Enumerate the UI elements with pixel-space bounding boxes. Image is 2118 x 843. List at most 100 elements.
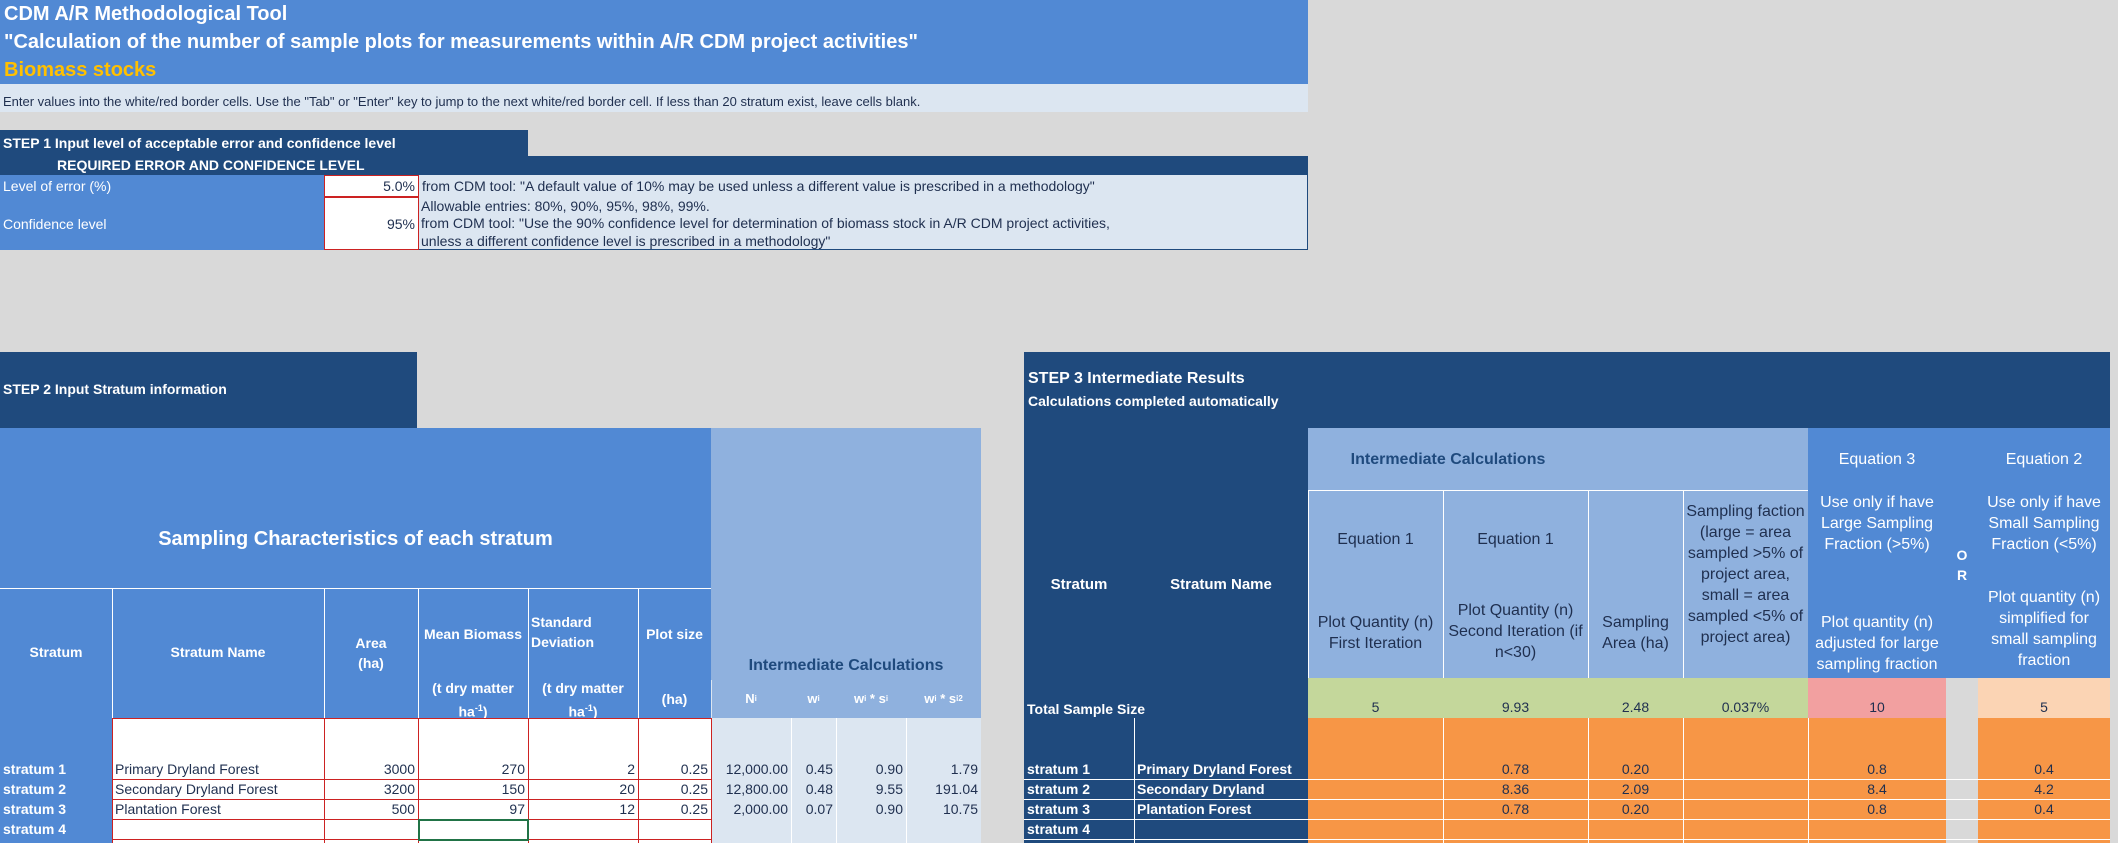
unit-close: ) bbox=[482, 703, 488, 720]
required-header bbox=[0, 156, 1308, 175]
step2-row-4-w bbox=[791, 819, 836, 839]
total-label: Total Sample Size bbox=[1027, 701, 1145, 717]
step2-row-2-sd[interactable]: 20 bbox=[619, 781, 635, 797]
step3-row-3-stratum: stratum 3 bbox=[1027, 801, 1091, 817]
step2-row-4-sd[interactable] bbox=[528, 819, 638, 839]
step2-row-3-mean[interactable]: 97 bbox=[509, 801, 525, 817]
step2-row-1-name[interactable]: Primary Dryland Forest bbox=[115, 761, 259, 777]
step3-row-1-second: 0.78 bbox=[1501, 761, 1530, 777]
step3-row-2-stratum: stratum 2 bbox=[1027, 781, 1091, 797]
unit-close: ) bbox=[592, 703, 598, 720]
col-area-line1: Area bbox=[355, 635, 387, 651]
total-area: 2.48 bbox=[1588, 678, 1683, 718]
ic-n-sub: i bbox=[754, 693, 757, 703]
step2-row-1-mean[interactable]: 270 bbox=[501, 761, 525, 777]
app-title: CDM A/R Methodological Tool bbox=[4, 3, 288, 25]
unit-sd: (t dry matter ha-1) bbox=[528, 678, 638, 722]
col-mean: Mean Biomass bbox=[423, 626, 523, 642]
col-stratum-name: Stratum Name bbox=[170, 644, 266, 660]
confidence-input[interactable]: 95% bbox=[324, 197, 419, 250]
step2-row-4-name[interactable] bbox=[112, 819, 324, 839]
step2-row-4-plot[interactable] bbox=[638, 819, 711, 839]
step3-orange-area-2 bbox=[1978, 718, 2110, 843]
error-input[interactable]: 5.0% bbox=[324, 175, 419, 197]
step2-row-2-stratum: stratum 2 bbox=[3, 781, 67, 797]
step2-row-1-sd[interactable]: 2 bbox=[627, 761, 635, 777]
step3-row-1-small: 0.4 bbox=[2034, 761, 2054, 777]
step3-row-3-area: 0.20 bbox=[1621, 801, 1650, 817]
confidence-note-3: unless a different confidence level is p… bbox=[421, 233, 831, 249]
step3-row-4-large bbox=[1808, 819, 1946, 839]
step2-row-4-N bbox=[711, 819, 791, 839]
step3-left-header bbox=[1024, 428, 1308, 678]
step2-row-1-area[interactable]: 3000 bbox=[383, 761, 415, 777]
step2-row-3-plot[interactable]: 0.25 bbox=[680, 801, 708, 817]
eq1b-label: Equation 1 bbox=[1477, 531, 1554, 548]
step2-row-2-mean[interactable]: 150 bbox=[501, 781, 525, 797]
ic-ws-sub1: i bbox=[864, 693, 867, 703]
confidence-label: Confidence level bbox=[0, 197, 324, 250]
instructions-text: Enter values into the white/red border c… bbox=[3, 94, 921, 109]
step2-row-2-area[interactable]: 3200 bbox=[383, 781, 415, 797]
step2-title bbox=[0, 352, 417, 428]
step2-row-4-mean[interactable] bbox=[418, 819, 528, 839]
step2-title-text: STEP 2 Input Stratum information bbox=[3, 381, 227, 397]
h-small: Plot quantity (n) simplified for small s… bbox=[1987, 589, 2101, 669]
step2-row-3-sd[interactable]: 12 bbox=[619, 801, 635, 817]
col-sd-line2: Deviation bbox=[531, 634, 595, 650]
sampling-title: Sampling Characteristics of each stratum bbox=[158, 527, 553, 550]
step2-row-2-ws2: 191.04 bbox=[935, 781, 978, 797]
error-label: Level of error (%) bbox=[0, 175, 324, 197]
required-label: REQUIRED ERROR AND CONFIDENCE LEVEL bbox=[57, 157, 365, 173]
step2-row-2-w: 0.48 bbox=[805, 781, 833, 797]
step1-title-text: STEP 1 Input level of acceptable error a… bbox=[3, 135, 396, 151]
unit-ha: ha bbox=[568, 703, 585, 720]
step2-row-3-w: 0.07 bbox=[805, 801, 833, 817]
step2-row-1-plot[interactable]: 0.25 bbox=[680, 761, 708, 777]
step3-intermediate-title: Intermediate Calculations bbox=[1350, 451, 1546, 468]
or-column bbox=[1946, 428, 1978, 678]
step3-subtitle: Calculations completed automatically bbox=[1028, 393, 1279, 409]
step2-row-3-area[interactable]: 500 bbox=[391, 801, 415, 817]
step2-input-area bbox=[112, 718, 711, 843]
step3-row-4-small bbox=[1978, 819, 2110, 839]
h-second: Plot Quantity (n) Second Iteration (if n… bbox=[1448, 602, 1583, 661]
ic-ws-main: w bbox=[853, 690, 865, 706]
step2-intermediate-title: Intermediate Calculations bbox=[748, 657, 944, 674]
step2-row-4-stratum: stratum 4 bbox=[3, 821, 67, 837]
step2-stratum-col-bg bbox=[0, 718, 112, 843]
step2-row-3-ws: 0.90 bbox=[875, 801, 903, 817]
section-title: Biomass stocks bbox=[4, 59, 157, 81]
step2-row-3-ws2: 10.75 bbox=[942, 801, 978, 817]
step2-row-4-area[interactable] bbox=[324, 819, 418, 839]
unit-mean: (t dry matter ha-1) bbox=[418, 678, 528, 722]
step2-row-2-plot[interactable]: 0.25 bbox=[680, 781, 708, 797]
col-area-line2: (ha) bbox=[358, 655, 384, 671]
step2-row-3-name[interactable]: Plantation Forest bbox=[115, 801, 221, 817]
selected-cell[interactable] bbox=[418, 819, 529, 841]
h-first: Plot Quantity (n) First Iteration bbox=[1317, 614, 1434, 652]
ic-ws-sub2: i bbox=[885, 693, 889, 703]
step2-row-1-ws: 0.90 bbox=[875, 761, 903, 777]
step2-row-1-ws2: 1.79 bbox=[950, 761, 978, 777]
eq3-desc: Use only if have Large Sampling Fraction… bbox=[1820, 494, 1934, 553]
col-sd-line1: Standard bbox=[531, 614, 592, 630]
step3-row-1-name: Primary Dryland Forest bbox=[1137, 761, 1292, 777]
unit-mean-line1: (t dry matter bbox=[432, 680, 514, 696]
or-label: O R bbox=[1956, 547, 1968, 583]
col-stratum: Stratum bbox=[29, 644, 83, 660]
ic-w-main: w bbox=[807, 690, 818, 706]
step3-row-1-stratum: stratum 1 bbox=[1027, 761, 1091, 777]
step3-row-4-second bbox=[1443, 819, 1588, 839]
step2-row-1-w: 0.45 bbox=[805, 761, 833, 777]
eq2-header bbox=[1978, 428, 2110, 678]
eq3-header bbox=[1808, 428, 1946, 678]
ic-ws2-sup: 2 bbox=[958, 693, 963, 703]
eq3-label: Equation 3 bbox=[1838, 451, 1916, 468]
title-banner bbox=[0, 0, 1308, 84]
eq2-desc: Use only if have Small Sampling Fraction… bbox=[1987, 494, 2101, 553]
step2-row-2-name[interactable]: Secondary Dryland Forest bbox=[115, 781, 278, 797]
